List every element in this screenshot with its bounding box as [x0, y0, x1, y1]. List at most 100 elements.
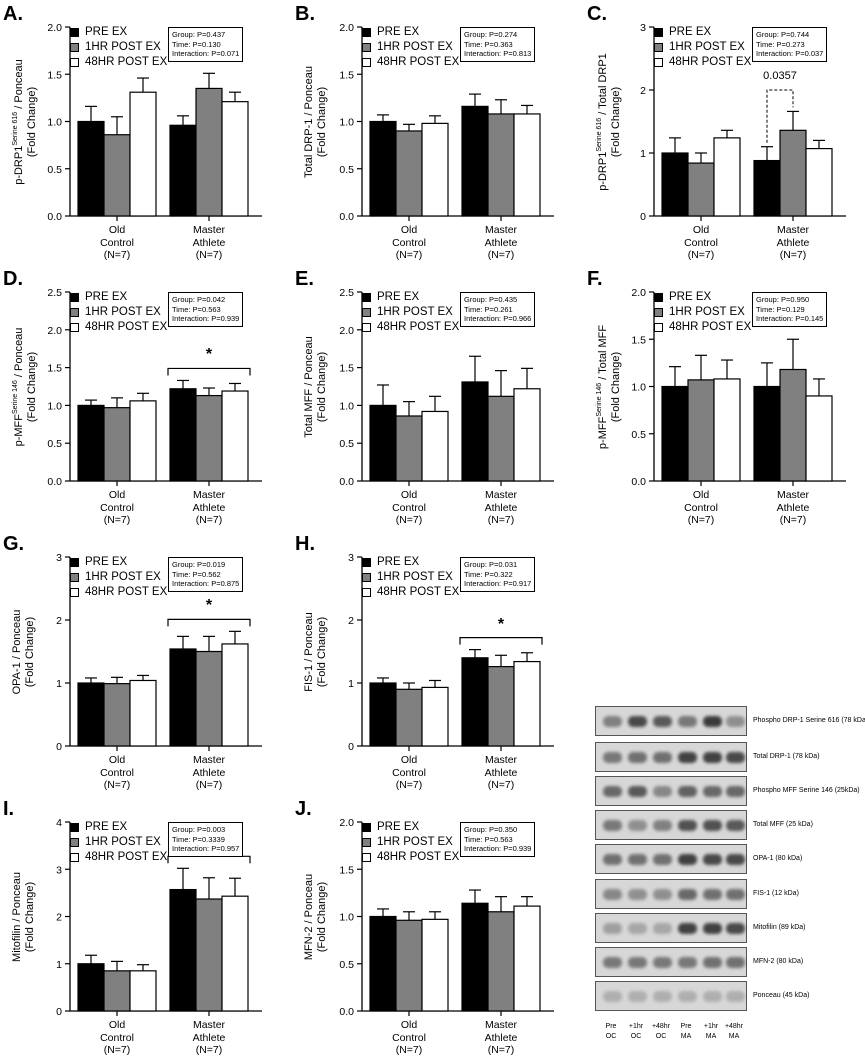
bar	[713, 378, 741, 482]
legend-swatch	[70, 43, 79, 52]
bar	[169, 648, 197, 747]
bar	[369, 120, 397, 217]
y-tick-label: 0.5	[339, 438, 354, 450]
x-category-label: Master Athlete (N=7)	[456, 754, 546, 792]
x-category-label: Old Control (N=7)	[72, 224, 162, 262]
blot-band	[703, 957, 722, 968]
blot-band	[703, 716, 722, 727]
legend-label: 48HR POST EX	[377, 321, 460, 333]
significance-star: *	[205, 597, 213, 615]
x-category-label-line: (N=7)	[103, 514, 131, 526]
x-category-label-line: (N=7)	[487, 249, 515, 261]
x-category-label-line: (N=7)	[687, 514, 715, 526]
x-category-label-line: (N=7)	[487, 1044, 515, 1056]
blot-band	[703, 991, 722, 1002]
blot-band	[603, 889, 622, 900]
x-category-label-line: Master	[192, 1019, 226, 1031]
blot-band	[603, 854, 622, 865]
x-category-label-line: Control	[100, 236, 134, 249]
bar	[779, 368, 807, 482]
legend-item: PRE EX	[654, 290, 751, 305]
legend-swatch	[70, 308, 79, 317]
x-category-label-line: (N=7)	[487, 779, 515, 791]
legend: PRE EX 1HR POST EX 48HR POST EX	[70, 25, 167, 70]
x-category-label-line: Master	[484, 489, 518, 501]
bar	[169, 388, 197, 482]
blot-band	[703, 820, 722, 831]
legend-item: 48HR POST EX	[70, 320, 167, 335]
legend-item: PRE EX	[362, 555, 459, 570]
bar	[753, 385, 781, 482]
blot-band	[726, 923, 745, 934]
legend-item: PRE EX	[362, 820, 459, 835]
y-tick-label: 2.0	[339, 325, 354, 337]
legend-label: 1HR POST EX	[377, 306, 453, 318]
x-category-label-line: Master	[192, 224, 226, 236]
legend-swatch	[70, 838, 79, 847]
blot-band	[726, 716, 745, 727]
panel-letter: I.	[3, 798, 15, 820]
y-tick-label: 2.0	[47, 325, 62, 337]
blot-band	[603, 991, 622, 1002]
blot-band	[726, 991, 745, 1002]
blot-strip	[595, 776, 747, 806]
stats-line: Interaction: P=0.813	[464, 49, 532, 58]
chart-panel-G: G. OPA-1 / Ponceau (Fold Change) 0 1 2 3 * Old Co…	[0, 530, 280, 795]
bar	[129, 679, 157, 747]
bar	[513, 388, 541, 482]
x-category-label-line: Athlete	[484, 501, 518, 514]
legend-swatch	[654, 293, 663, 302]
bar-chart-svg: 0 1 2 3	[640, 22, 846, 223]
panel-letter: H.	[295, 533, 315, 555]
x-category-label-line: (N=7)	[395, 1044, 423, 1056]
blot-row-label: OPA-1 (80 kDa)	[753, 855, 803, 862]
y-tick-label: 0	[56, 1006, 62, 1018]
bar	[77, 120, 105, 217]
x-category-label-line: Athlete	[192, 236, 226, 249]
x-category-label: Master Athlete (N=7)	[456, 1019, 546, 1057]
legend-label: PRE EX	[377, 821, 420, 833]
x-category-label-line: Old	[400, 224, 418, 236]
stats-line: Interaction: P=0.957	[172, 844, 240, 853]
legend-swatch	[362, 573, 371, 582]
legend-label: 48HR POST EX	[85, 321, 168, 333]
bar-chart-svg: 0 1 2 3	[348, 552, 554, 753]
bar	[369, 682, 397, 747]
bar	[487, 113, 515, 217]
blot-column-label-line: +48hr	[651, 1023, 671, 1030]
blot-column-label-line: OC	[605, 1033, 617, 1040]
pairwise-p-value: 0.0357	[763, 70, 797, 82]
legend-swatch	[362, 323, 371, 332]
x-category-label-line: Master	[484, 754, 518, 766]
legend-item: 48HR POST EX	[654, 55, 751, 70]
stats-line: Group: P=0.435	[464, 295, 518, 304]
chart-panel-D: D. p-MFFSerine 146 / Ponceau (Fold Change)…	[0, 265, 280, 530]
chart-panel-J: J. MFN-2 / Ponceau (Fold Change) 0.0 0.5 1.0 1…	[292, 795, 572, 1060]
y-tick-label: 3	[640, 22, 646, 34]
x-category-label-line: Old	[692, 489, 710, 501]
blot-band	[603, 752, 622, 763]
x-category-label-line: Control	[100, 501, 134, 514]
x-category-label-line: Master	[192, 754, 226, 766]
blot-strip	[595, 810, 747, 840]
blot-column-label-line: Pre	[680, 1023, 692, 1030]
blot-strip	[595, 706, 747, 736]
y-tick-label: 1	[348, 678, 354, 690]
stats-line: Interaction: P=0.917	[464, 579, 532, 588]
y-tick-label: 1.0	[47, 117, 62, 129]
bar	[513, 113, 541, 217]
bar	[195, 650, 223, 747]
bar	[687, 379, 715, 482]
blot-band	[678, 923, 697, 934]
x-category-label-line: Control	[100, 1031, 134, 1044]
y-tick-label: 3	[56, 864, 62, 876]
bar	[221, 390, 249, 482]
stats-line: Group: P=0.950	[756, 295, 810, 304]
legend-label: PRE EX	[669, 291, 712, 303]
bar	[369, 404, 397, 482]
blot-band	[628, 923, 647, 934]
blot-band	[653, 957, 672, 968]
panel-letter: A.	[3, 3, 23, 25]
legend-item: 48HR POST EX	[362, 585, 459, 600]
legend-item: 1HR POST EX	[362, 835, 459, 850]
